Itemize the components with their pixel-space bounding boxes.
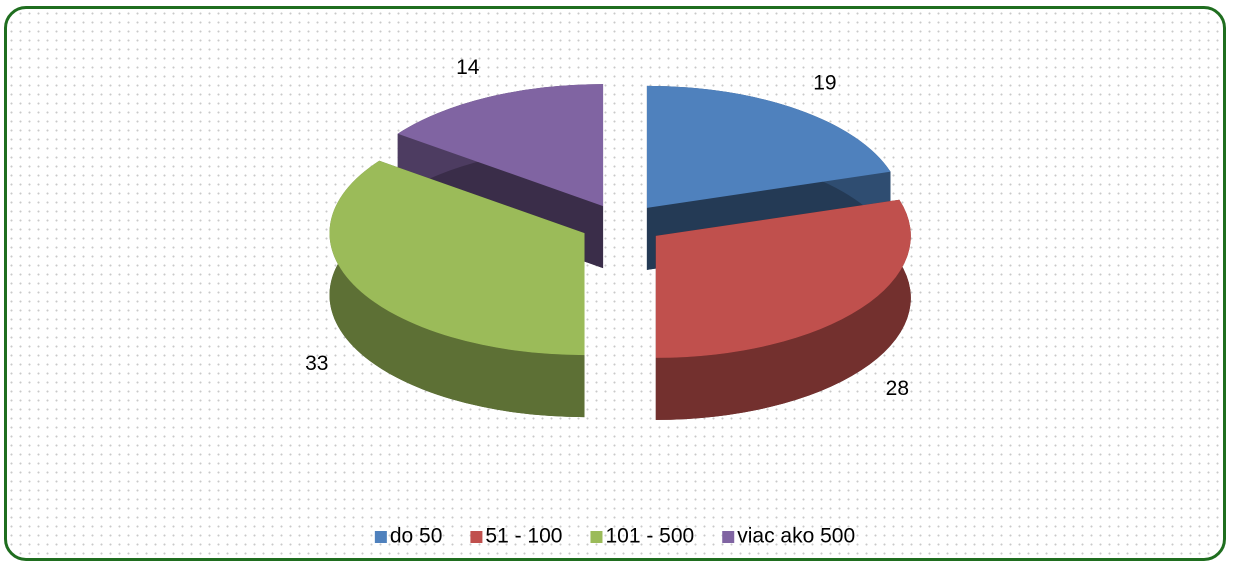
pie-slice [655,199,911,420]
pie-slice [329,160,585,418]
chart-frame: 19 28 33 14 do 50 51 - 100 101 - 500 viac ako 5… [4,6,1226,561]
legend-swatch [374,531,387,543]
slice-top [329,160,585,356]
legend-swatch [722,531,735,543]
slice-top [397,84,604,207]
slice-top [655,199,911,358]
data-label: 33 [305,352,328,375]
legend-swatch [590,531,603,543]
slice-side [329,160,585,418]
data-label: 28 [886,377,909,400]
legend-label: 101 - 500 [605,525,694,548]
legend-swatch [470,531,483,543]
slice-side [655,199,911,420]
chart: 19 28 33 14 do 50 51 - 100 101 - 500 viac ako 5… [305,56,911,548]
data-label: 19 [813,71,836,94]
legend-label: do 50 [390,525,443,548]
legend-label: viac ako 500 [737,525,855,548]
legend-label: 51 - 100 [485,525,562,548]
legend: do 50 51 - 100 101 - 500 viac ako 500 [374,525,855,548]
slice-top [646,85,891,208]
data-label: 14 [456,56,480,79]
